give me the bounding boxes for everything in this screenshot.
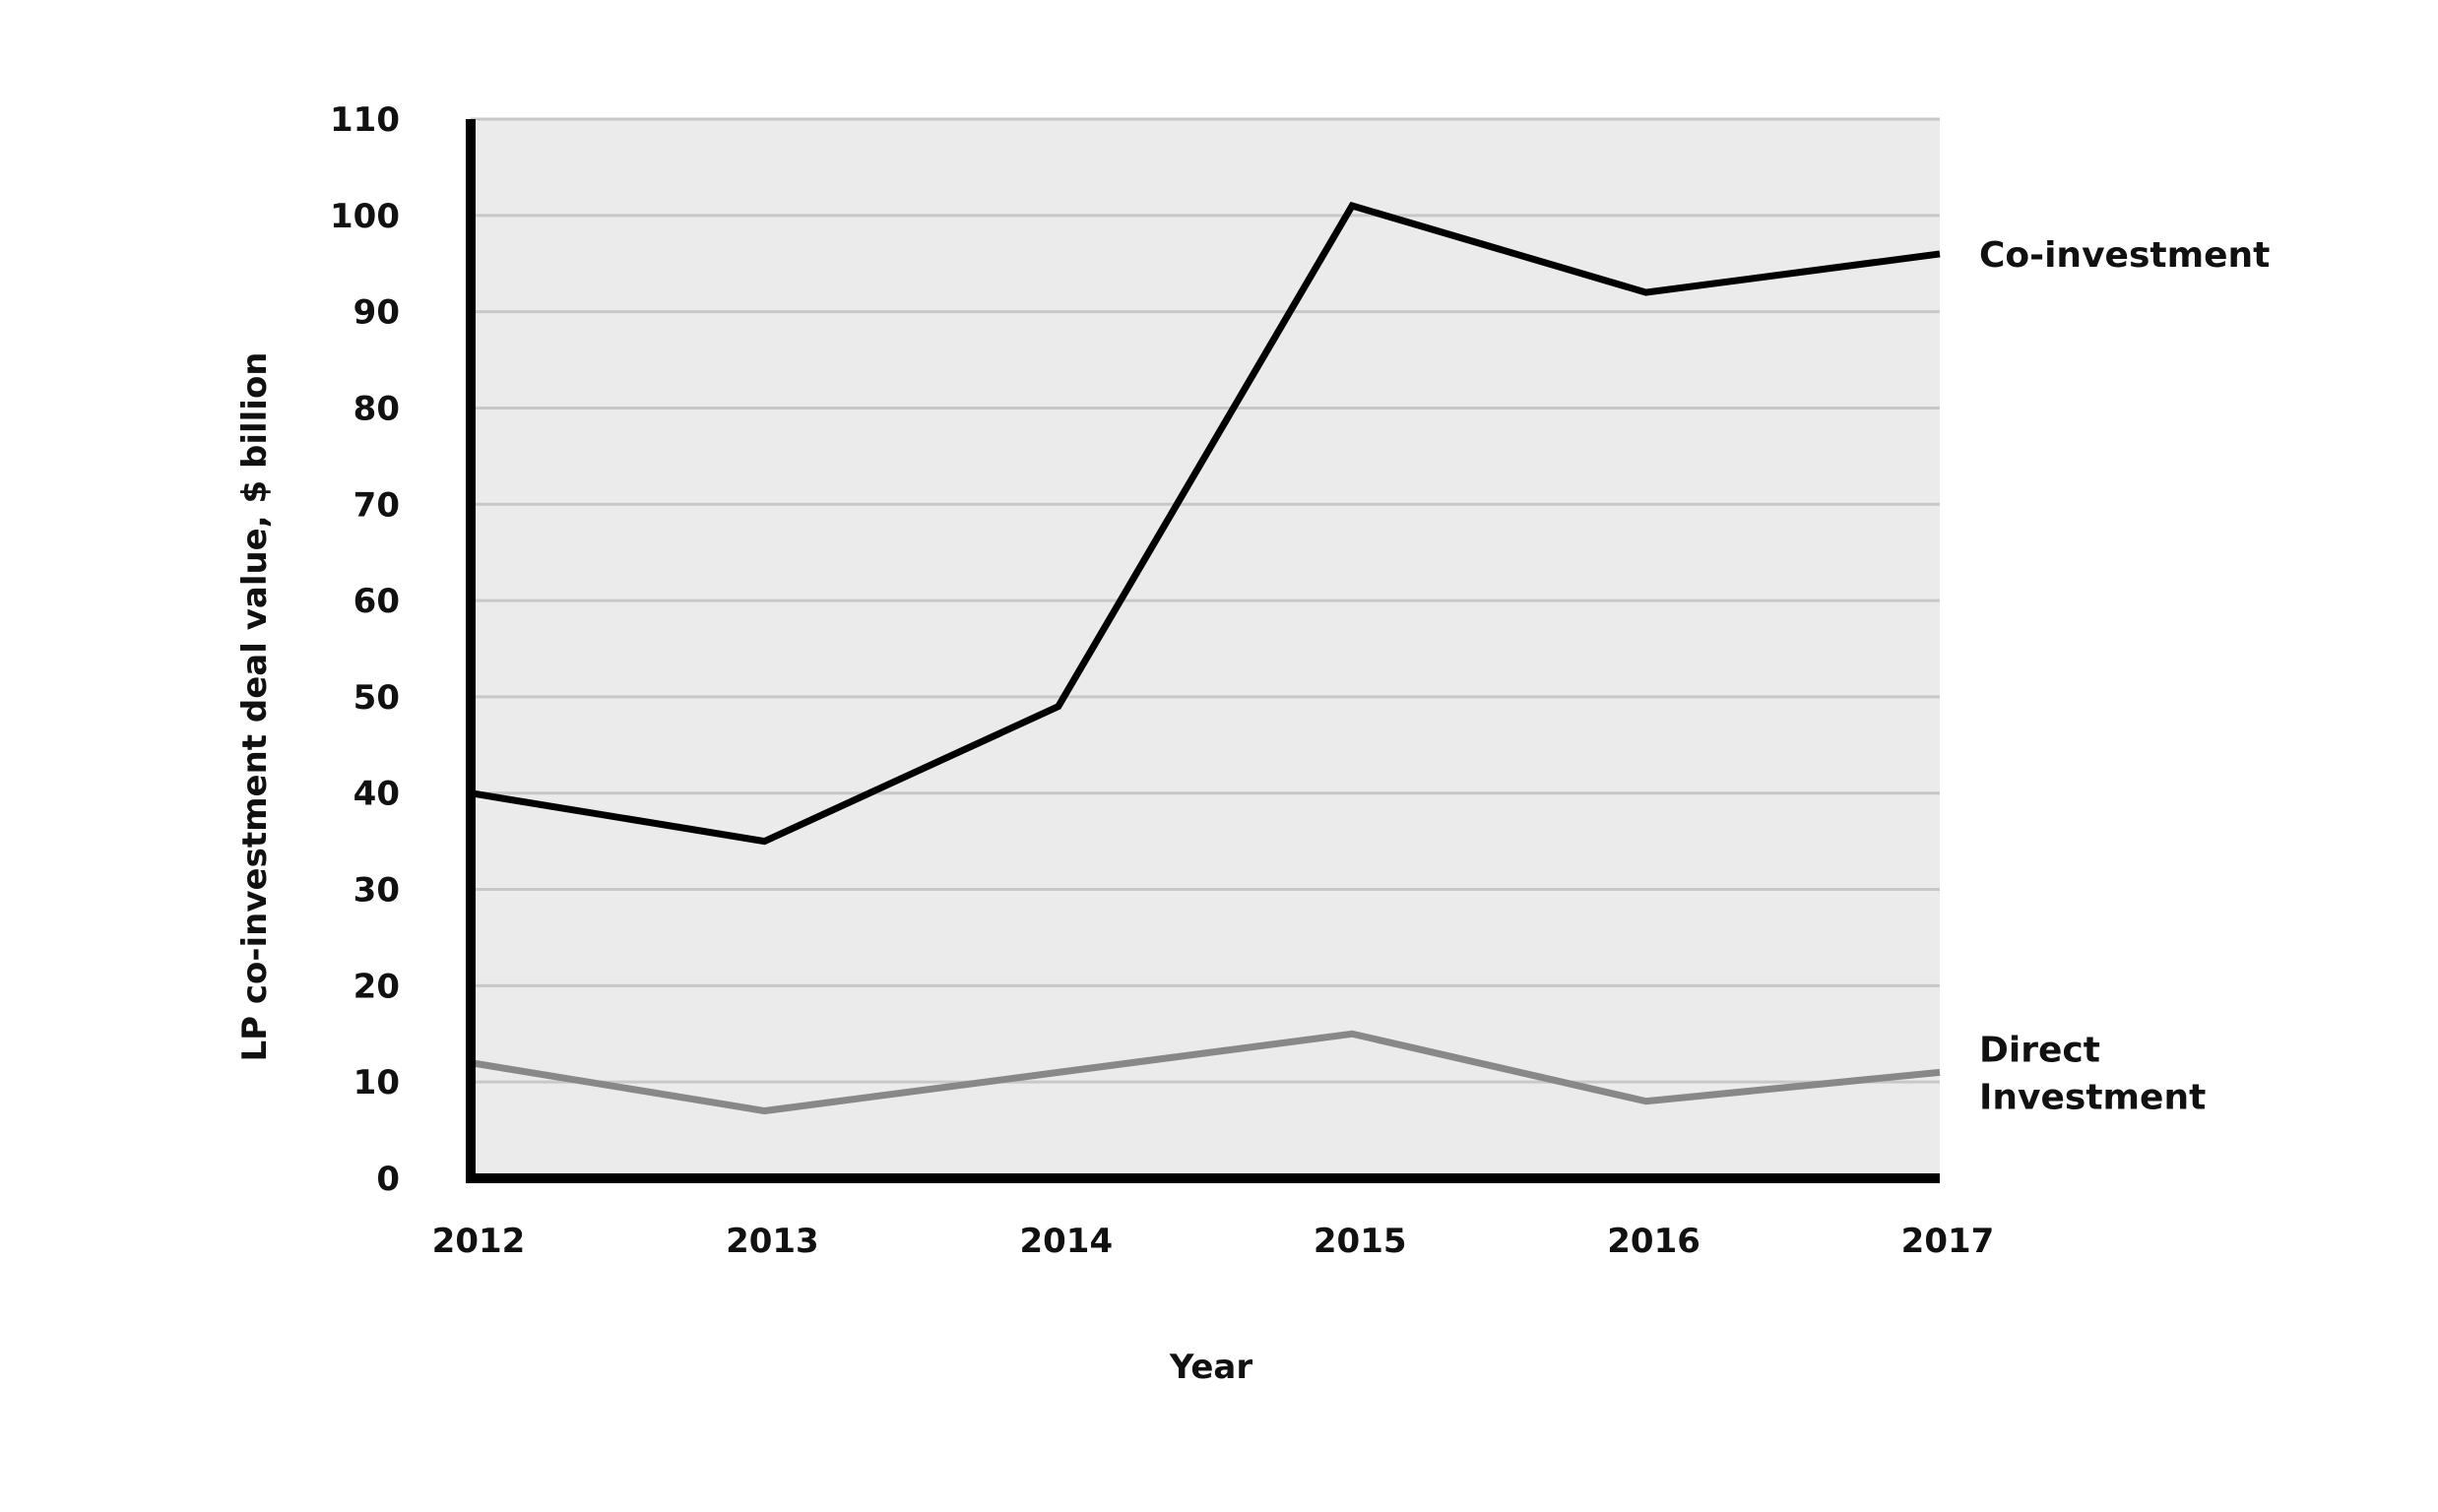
x-tick-label: 2012 [432,1222,526,1261]
series-line-0 [470,201,1941,846]
x-axis-ticks: 2012 2013 2014 2015 2016 2017 [432,1222,1995,1261]
x-tick-label: 2017 [1901,1222,1995,1261]
y-axis-ticks: 0 10 20 30 40 50 60 70 80 90 100 110 [330,100,400,1199]
y-tick-label: 100 [330,197,400,236]
plot-background [471,119,1940,1178]
y-tick-label: 110 [330,100,400,140]
series-labels: Co-investment Direct Investment [1979,235,2270,1117]
y-tick-label: 20 [353,967,400,1006]
y-tick-label: 60 [353,582,400,621]
y-tick-label: 0 [376,1160,400,1199]
y-tick-label: 80 [353,389,400,428]
x-tick-label: 2016 [1607,1222,1700,1261]
y-tick-label: 50 [353,678,400,718]
x-tick-label: 2013 [726,1222,819,1261]
y-tick-label: 30 [353,871,400,911]
x-tick-label: 2015 [1314,1222,1407,1261]
x-axis-title: Year [1169,1348,1253,1387]
y-tick-label: 70 [353,485,400,525]
series-lines [470,201,1941,1115]
y-tick-label: 90 [353,293,400,333]
grid-lines [471,117,1940,1084]
series-label: Direct [1979,1030,2100,1070]
y-tick-label: 40 [353,775,400,814]
y-tick-label: 10 [353,1063,400,1102]
x-tick-label: 2014 [1019,1222,1113,1261]
y-axis-title: LP co-investment deal value, $ billion [235,351,275,1061]
series-label: Co-investment [1979,235,2270,276]
series-label: Investment [1979,1077,2206,1117]
series-line-1 [470,1030,1941,1115]
